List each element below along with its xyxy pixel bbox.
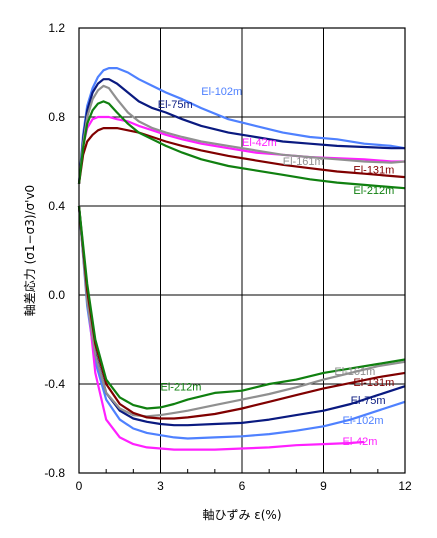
x-tick-label: 12 <box>398 479 412 493</box>
series-line-el-161m-extension <box>77 205 406 418</box>
series-label-el-131m: El-131m <box>353 165 394 177</box>
plot-frame <box>78 27 406 474</box>
y-tick-label: 0.8 <box>48 110 65 124</box>
series-line-el-75m-compression <box>77 78 405 184</box>
x-tick-label: 0 <box>76 479 83 493</box>
y-axis-label: 軸差応力 (σ1−σ3)/σ'v0 <box>23 185 37 316</box>
series-line-el-131m-extension <box>77 205 406 420</box>
series-line-el-102m-compression <box>77 67 406 184</box>
series-line-el-42m-extension <box>77 205 365 451</box>
series-line-el-161m-compression <box>77 84 406 184</box>
series-label-el-212m: El-212m <box>161 382 202 394</box>
y-tick-label: 0.4 <box>48 199 65 213</box>
series-label-el-75m: El-75m <box>351 395 386 407</box>
series-line-el-212m-extension <box>77 205 406 410</box>
series-label-el-161m: El-161m <box>283 156 324 168</box>
series-label-el-102m: El-102m <box>201 86 242 98</box>
series-line-el-212m-compression <box>77 100 406 190</box>
series-label-el-42m: El-42m <box>343 436 378 448</box>
series-label-el-212m: El-212m <box>353 185 394 197</box>
x-tick-label: 6 <box>239 479 246 493</box>
y-tick-label: -0.8 <box>44 466 65 480</box>
y-tick-label: -0.4 <box>44 377 65 391</box>
series-line-el-131m-compression <box>77 127 406 184</box>
x-axis-label: 軸ひずみ ε(%) <box>202 508 281 522</box>
series-labels: El-102mEl-75mEl-42mEl-161mEl-131mEl-212m… <box>158 86 395 448</box>
series-lines <box>77 67 406 451</box>
series-label-el-131m: El-131m <box>353 377 394 389</box>
y-tick-label: 1.2 <box>48 21 65 35</box>
x-tick-label: 3 <box>157 479 164 493</box>
x-tick-label: 9 <box>320 479 327 493</box>
series-label-el-102m: El-102m <box>343 415 384 427</box>
tick-labels: 0 3 6 9 12 1.2 0.8 0.4 0.0 -0.4 -0.8 <box>44 21 412 493</box>
series-label-el-75m: El-75m <box>158 99 193 111</box>
series-label-el-161m: El-161m <box>334 366 375 378</box>
y-tick-label: 0.0 <box>48 288 65 302</box>
series-line-el-102m-extension <box>77 205 406 440</box>
series-label-el-42m: El-42m <box>242 137 277 149</box>
